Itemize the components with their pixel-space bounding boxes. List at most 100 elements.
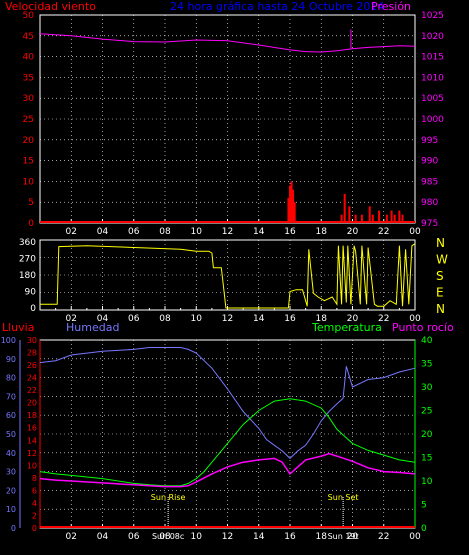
temperature-axis-tick: 5	[421, 501, 427, 511]
pressure-axis-tick: 990	[421, 157, 438, 167]
compass-label: S	[436, 269, 444, 283]
sun-event-time: Sun 19t	[328, 532, 359, 541]
x-tick-label: 04	[97, 227, 109, 237]
x-tick-label: 18	[316, 227, 328, 237]
humidity-line	[39, 347, 416, 460]
chart-range-title: 24 hora gráfica hasta 24 Octubre 2014	[170, 0, 384, 13]
wind-pressure-grid	[40, 15, 416, 223]
x-tick-label: 16	[284, 314, 296, 324]
rain-humidity-ticks: 02 04 06 08 10 12 14 16 18 20 22 000102030405060708…	[1, 336, 433, 542]
rain-axis-tick: 26	[27, 361, 37, 370]
rain-axis-tick: 30	[27, 336, 37, 345]
x-tick-label: 06	[128, 314, 140, 324]
humidity-axis-tick: 0	[11, 524, 16, 533]
pressure-axis-tick: 980	[421, 198, 438, 208]
dewpoint-line	[39, 452, 416, 488]
x-tick-label: 20	[347, 532, 359, 542]
x-tick-label: 04	[97, 314, 109, 324]
wind-bar	[289, 185, 291, 223]
wind-axis-tick: 45	[23, 32, 34, 42]
pressure-axis-tick: 995	[421, 136, 438, 146]
x-tick-label: 12	[222, 227, 233, 237]
temperature-title: Temperatura	[311, 321, 382, 334]
wind-axis-tick: 15	[23, 157, 34, 167]
humidity-axis-tick: 80	[6, 374, 16, 383]
temperature-axis-tick: 0	[421, 524, 427, 534]
wind-axis-tick: 25	[23, 115, 34, 125]
rain-axis-tick: 10	[27, 461, 37, 470]
x-tick-label: 02	[66, 227, 77, 237]
wind-bar	[385, 214, 388, 223]
pressure-axis-tick: 1005	[421, 94, 444, 104]
compass-label: N	[436, 236, 445, 250]
wind-bar	[293, 202, 296, 223]
x-tick-label: 08	[159, 532, 171, 542]
x-tick-label: 00	[409, 227, 421, 237]
temperature-axis-tick: 20	[421, 430, 433, 440]
rain-axis-tick: 24	[27, 374, 37, 383]
wind-bar	[390, 210, 393, 223]
compass-label: N	[436, 302, 445, 316]
pressure-axis-tick: 985	[421, 177, 438, 187]
x-tick-label: 00	[409, 532, 421, 542]
wind-axis-tick: 5	[28, 198, 34, 208]
wind-bar	[401, 214, 404, 223]
humidity-title: Humedad	[66, 321, 119, 334]
pressure-axis-tick: 1020	[421, 32, 444, 42]
x-tick-label: 02	[66, 532, 77, 542]
x-tick-label: 16	[284, 532, 296, 542]
wind-bar	[354, 214, 357, 223]
x-tick-label: 08	[159, 227, 171, 237]
x-tick-label: 12	[222, 532, 233, 542]
wind-axis-tick: 20	[23, 136, 35, 146]
direction-axis-tick: 360	[19, 238, 36, 248]
wind-axis-tick: 30	[23, 94, 35, 104]
rain-axis-tick: 8	[32, 474, 37, 483]
pressure-axis-tick: 1010	[421, 73, 444, 83]
rain-axis-tick: 4	[32, 499, 37, 508]
direction-axis-tick: 270	[19, 255, 36, 265]
x-tick-label: 16	[284, 227, 296, 237]
temperature-axis-tick: 30	[421, 383, 433, 393]
humidity-axis-tick: 70	[6, 392, 16, 401]
x-tick-label: 20	[347, 227, 359, 237]
wind-bar	[343, 193, 346, 223]
sun-event-label: Sun Rise	[151, 493, 186, 502]
wind-bar	[368, 206, 371, 223]
wind-bar	[360, 214, 363, 223]
humidity-axis-tick: 90	[6, 355, 16, 364]
x-tick-label: 14	[253, 314, 265, 324]
wind-bar	[371, 214, 374, 223]
temperature-axis-tick: 25	[421, 407, 432, 417]
x-tick-label: 22	[378, 227, 389, 237]
wind-bar	[340, 214, 343, 223]
wind-axis-tick: 40	[23, 53, 35, 63]
direction-axis-tick: 180	[19, 271, 36, 281]
wind-axis-tick: 50	[23, 11, 35, 21]
humidity-axis-tick: 30	[6, 468, 16, 477]
rain-axis-tick: 28	[27, 349, 37, 358]
compass-label: W	[436, 253, 448, 267]
x-tick-label: 14	[253, 227, 265, 237]
rain-axis-tick: 0	[32, 524, 37, 533]
x-tick-label: 14	[253, 532, 265, 542]
x-tick-label: 20	[347, 314, 359, 324]
x-tick-label: 04	[97, 532, 109, 542]
temperature-line	[39, 398, 416, 487]
pressure-axis-tick: 1025	[421, 11, 444, 21]
rain-axis-tick: 6	[32, 486, 37, 495]
rain-axis-tick: 14	[27, 436, 37, 445]
humidity-axis-tick: 20	[6, 486, 16, 495]
rain-axis-tick: 12	[27, 449, 37, 458]
humidity-axis-tick: 10	[6, 505, 16, 514]
wind-direction-line	[40, 243, 416, 309]
wind-bar	[287, 198, 290, 223]
sun-event-label: Sun Set	[328, 493, 359, 502]
wind-pressure-panel: 02 04 06 08 10 12 14 16 18 20 22 000510152025303540…	[23, 11, 445, 237]
direction-axis-tick: 90	[25, 288, 37, 298]
x-tick-label: 18	[316, 532, 328, 542]
wind-speed-title: Velocidad viento	[5, 0, 96, 13]
